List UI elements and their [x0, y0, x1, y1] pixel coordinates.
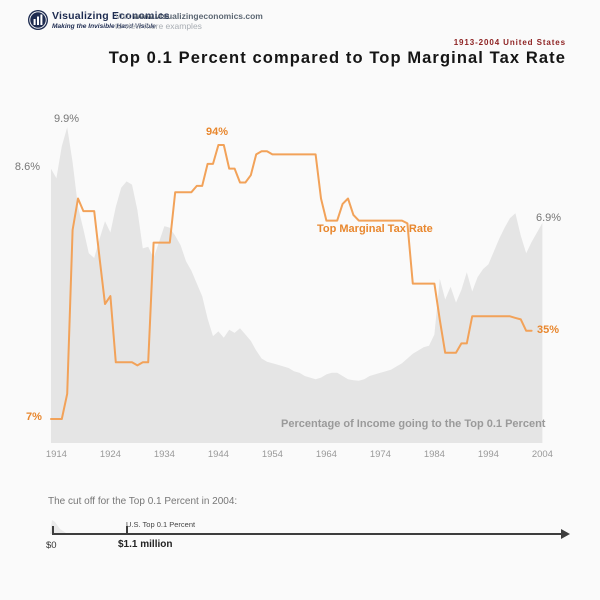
line-start-label: 7% [26, 411, 42, 423]
cutoff-axis-line [52, 533, 563, 535]
income-distribution-curve-icon [50, 520, 68, 539]
axis-zero-label: $0 [46, 540, 57, 551]
x-axis-tick-label: 1964 [315, 449, 337, 460]
income-share-area [51, 127, 543, 443]
x-axis-tick-label: 1924 [99, 449, 121, 460]
axis-tick-cutoff [126, 526, 128, 534]
x-axis-tick-label: 1994 [477, 449, 499, 460]
x-axis-tick-label: 1944 [207, 449, 229, 460]
x-axis-tick-label: 2004 [531, 449, 553, 460]
axis-arrow-right-icon [561, 529, 570, 539]
area-peak-label: 9.9% [54, 113, 80, 125]
cutoff-group-label: U.S. Top 0.1 Percent [126, 520, 196, 529]
combo-chart [50, 127, 543, 443]
area-end-label: 6.9% [536, 212, 562, 224]
chart-subtitle: 1913-2004 United States [453, 38, 566, 47]
line-peak-label: 94% [206, 126, 229, 138]
income-area-series-label: Percentage of Income going to the Top 0.… [281, 418, 546, 430]
visit-prefix: Visit [115, 11, 134, 21]
cutoff-value-label: $1.1 million [118, 539, 173, 550]
x-axis-tick-label: 1974 [369, 449, 391, 460]
brand-name: Visualizing Economics [52, 10, 170, 22]
visit-url-link[interactable]: www.visualizingeconomics.com [133, 11, 263, 21]
visit-block: Visit www.visualizingeconomics.com to vi… [115, 11, 263, 32]
area-start-label: 8.6% [14, 161, 40, 173]
brand-block: Visualizing Economics Making the Invisib… [52, 11, 170, 30]
line-end-label: 35% [537, 324, 560, 336]
tax-rate-line [50, 144, 533, 420]
visit-line2: to view more examples [115, 20, 202, 31]
chart-title: Top 0.1 Percent compared to Top Marginal… [108, 49, 566, 67]
x-axis-tick-label: 1934 [153, 449, 175, 460]
tax-line-series-label: Top Marginal Tax Rate [317, 223, 433, 235]
x-axis-tick-label: 1954 [261, 449, 283, 460]
bar-chart-circle-icon [28, 10, 48, 30]
x-axis-tick-label: 1914 [45, 449, 67, 460]
axis-tick-zero [52, 526, 54, 534]
brand-tagline: Making the Invisible Hand Visible [52, 22, 156, 30]
x-axis-tick-label: 1984 [423, 449, 445, 460]
footer-caption: The cut off for the Top 0.1 Percent in 2… [48, 496, 238, 507]
